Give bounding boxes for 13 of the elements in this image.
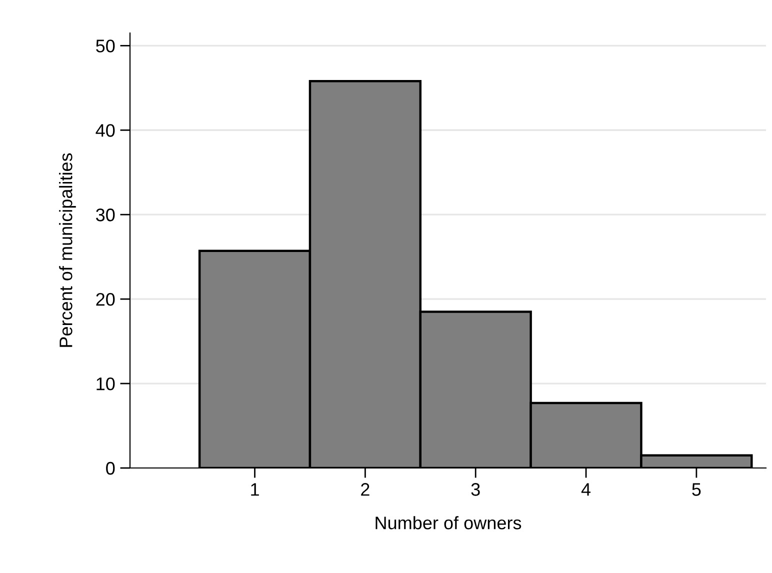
x-tick-label: 5 <box>692 483 701 496</box>
y-tick-label: 10 <box>96 377 115 390</box>
x-tick-label: 3 <box>471 483 480 496</box>
y-tick-label: 50 <box>96 40 115 52</box>
y-tick-label: 30 <box>96 208 115 222</box>
x-axis-title: Number of owners <box>376 516 522 530</box>
y-tick-label: 20 <box>96 293 115 306</box>
y-tick-label: 0 <box>106 462 115 475</box>
x-tick-label: 4 <box>581 483 591 496</box>
y-tick-label: 40 <box>96 124 115 137</box>
y-axis-title: Percent of municipalities <box>59 153 76 347</box>
x-tick-label: 1 <box>251 483 259 496</box>
x-tick-label: 2 <box>361 483 370 496</box>
